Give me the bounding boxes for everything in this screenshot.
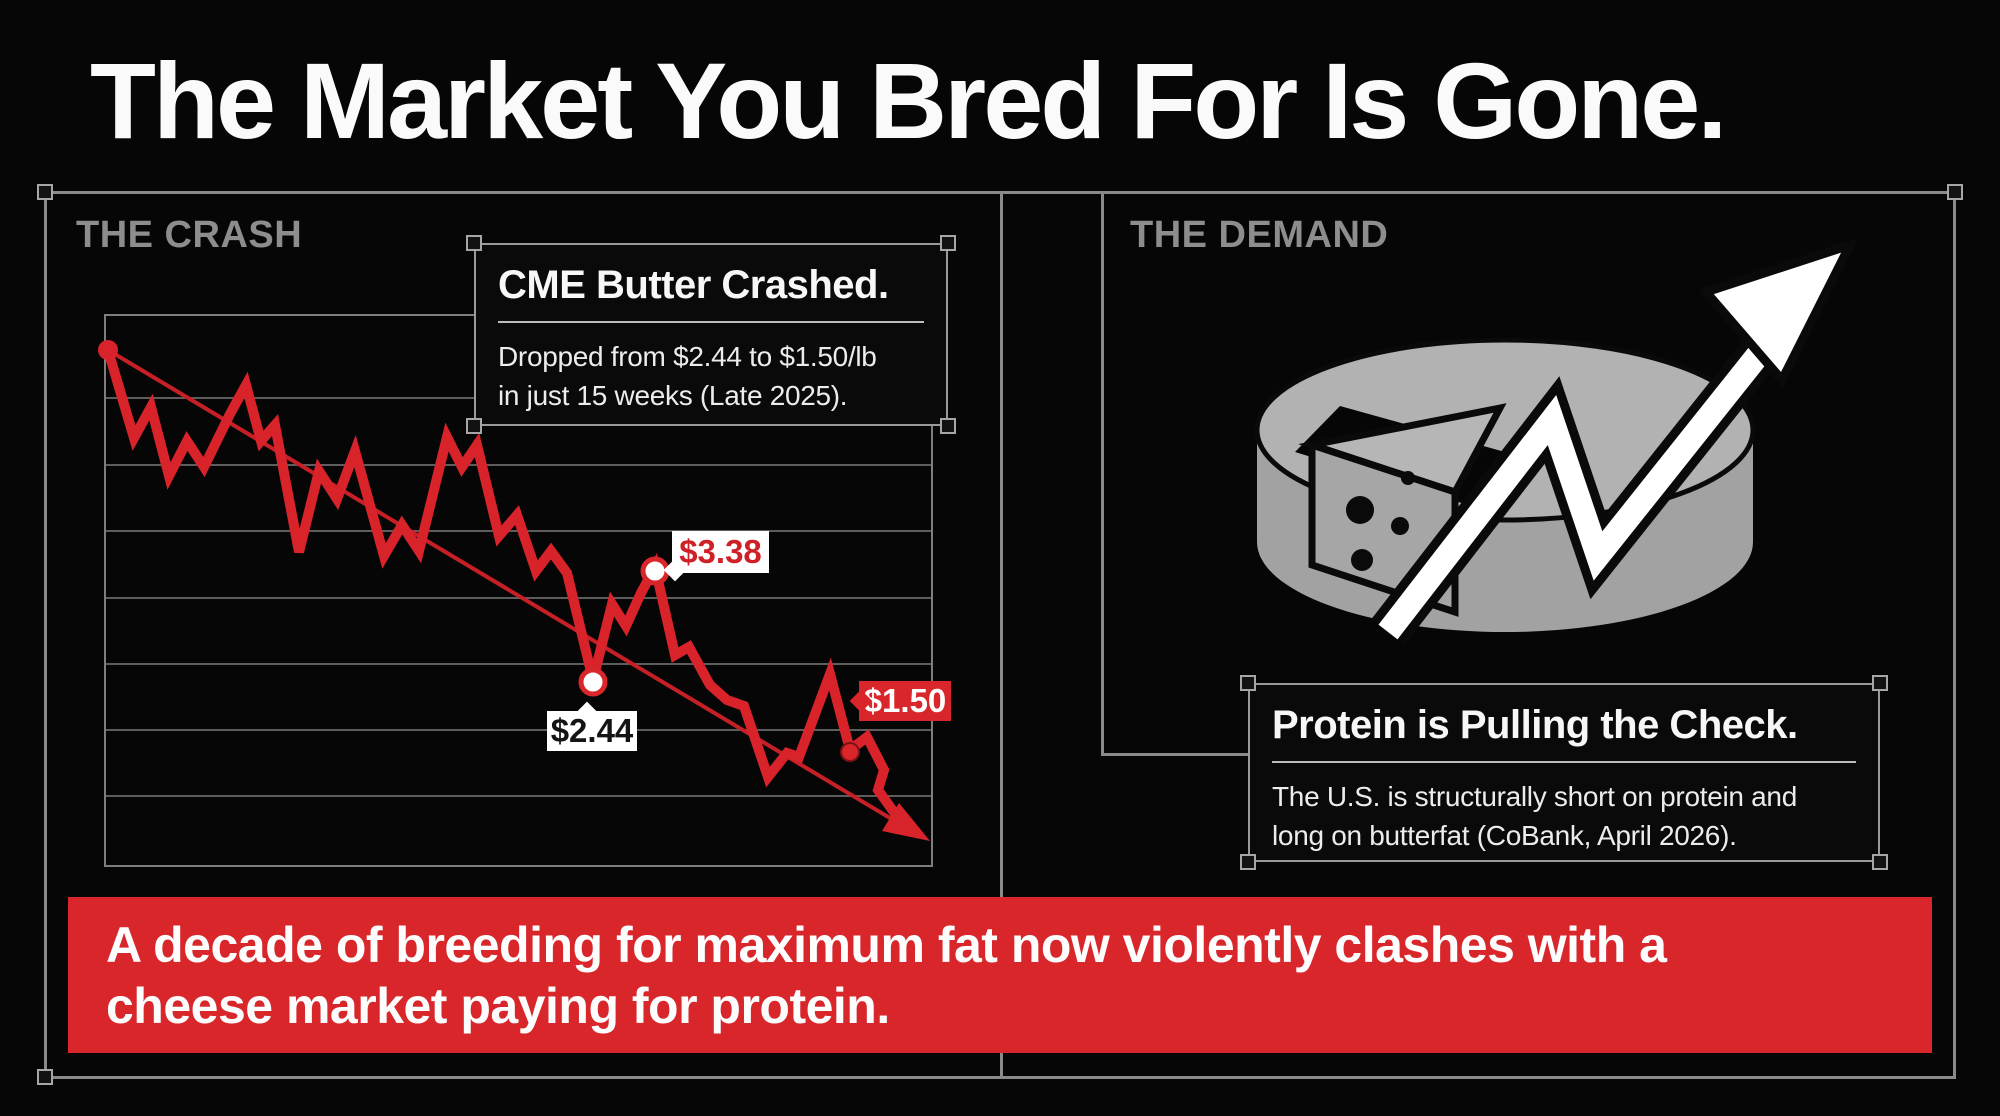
banner-text-line2: cheese market paying for protein. bbox=[106, 978, 890, 1034]
chart-gridline bbox=[106, 597, 931, 599]
crash-callout-text-line2: in just 15 weeks (Late 2025). bbox=[498, 380, 848, 411]
demand-callout-text-line2: long on butterfat (CoBank, April 2026). bbox=[1272, 820, 1737, 851]
demand-callout-title: Protein is Pulling the Check. bbox=[1272, 703, 1798, 747]
price-label-end-text: $1.50 bbox=[863, 682, 947, 719]
frame-left-line bbox=[44, 191, 47, 1079]
crash-callout-text-line1: Dropped from $2.44 to $1.50/lb bbox=[498, 341, 877, 372]
cheese-wheel-icon bbox=[1254, 337, 1756, 632]
selection-handle[interactable] bbox=[37, 184, 53, 200]
page-title: The Market You Bred For Is Gone. bbox=[90, 40, 1727, 161]
chart-gridline bbox=[106, 464, 931, 466]
selection-handle[interactable] bbox=[1240, 675, 1256, 691]
conclusion-banner: A decade of breeding for maximum fat now… bbox=[68, 897, 1932, 1053]
price-label-peak: $3.38 bbox=[663, 531, 769, 582]
price-label-end: $1.50 bbox=[849, 681, 951, 721]
cheese-wedge-icon bbox=[1298, 403, 1507, 617]
chart-gridline bbox=[106, 729, 931, 731]
chart-gridline bbox=[106, 663, 931, 665]
crash-callout-box[interactable]: CME Butter Crashed. Dropped from $2.44 t… bbox=[474, 243, 948, 426]
up-arrowhead-icon bbox=[1698, 237, 1859, 389]
demand-panel-left-line bbox=[1101, 191, 1104, 756]
selection-handle[interactable] bbox=[1240, 854, 1256, 870]
section-label-crash: THE CRASH bbox=[76, 214, 303, 256]
selection-handle[interactable] bbox=[37, 1069, 53, 1085]
crash-callout-title: CME Butter Crashed. bbox=[498, 263, 889, 307]
selection-handle[interactable] bbox=[466, 235, 482, 251]
chart-gridline bbox=[106, 795, 931, 797]
chart-gridline bbox=[106, 530, 931, 532]
banner-text-line1: A decade of breeding for maximum fat now… bbox=[106, 917, 1667, 973]
price-label-peak-text: $3.38 bbox=[679, 533, 762, 570]
price-label-low: $2.44 bbox=[547, 701, 637, 751]
selection-handle[interactable] bbox=[1947, 184, 1963, 200]
selection-handle[interactable] bbox=[940, 235, 956, 251]
trend-up-arrow-icon bbox=[1371, 237, 1859, 645]
selection-handle[interactable] bbox=[466, 418, 482, 434]
section-label-demand: THE DEMAND bbox=[1130, 214, 1389, 256]
center-divider-line bbox=[1000, 191, 1003, 1079]
frame-right-line bbox=[1953, 191, 1956, 1079]
demand-callout-text-line1: The U.S. is structurally short on protei… bbox=[1272, 781, 1797, 812]
callout-divider bbox=[1272, 761, 1856, 763]
callout-divider bbox=[498, 321, 924, 323]
demand-panel-connector-line bbox=[1101, 753, 1250, 756]
selection-handle[interactable] bbox=[940, 418, 956, 434]
cheese-notch bbox=[1295, 406, 1505, 505]
demand-callout-box[interactable]: Protein is Pulling the Check. The U.S. i… bbox=[1248, 683, 1880, 862]
selection-handle[interactable] bbox=[1872, 854, 1888, 870]
selection-handle[interactable] bbox=[1872, 675, 1888, 691]
